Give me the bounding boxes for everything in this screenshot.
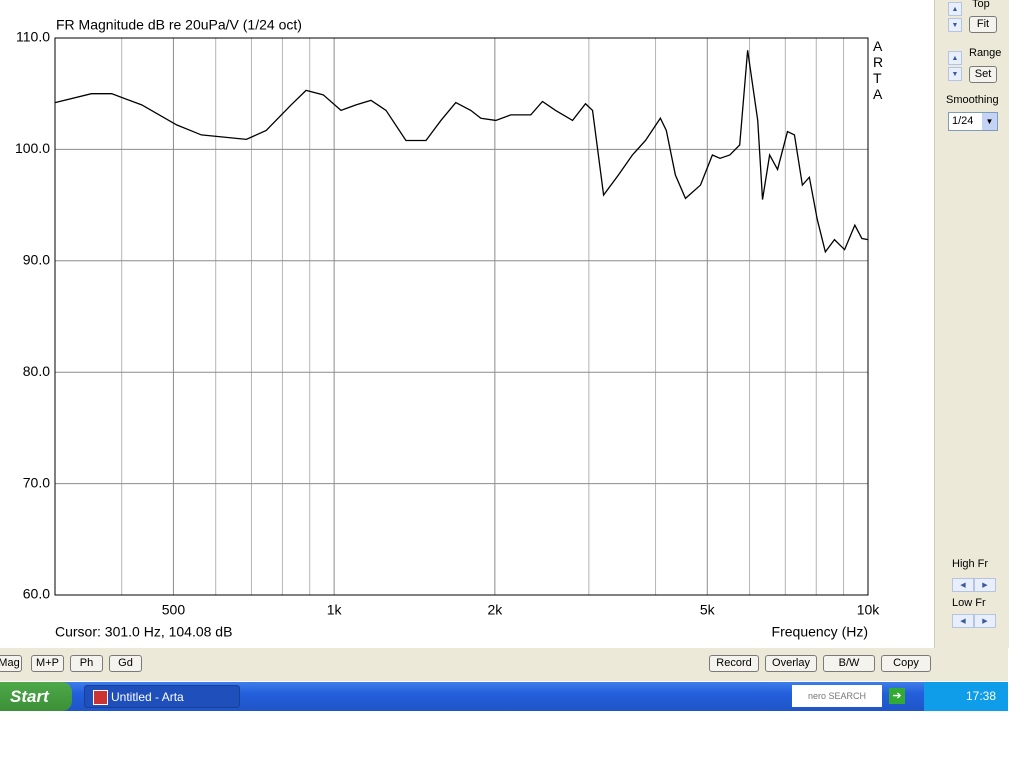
x-tick-label: 5k: [700, 602, 716, 618]
toolbar-button[interactable]: B/W: [823, 655, 875, 672]
fit-button[interactable]: Fit: [969, 16, 997, 33]
x-tick-label: 2k: [487, 602, 503, 618]
clock: 17:38: [966, 689, 997, 703]
set-button[interactable]: Set: [969, 66, 997, 83]
task-button[interactable]: Untitled - Arta: [84, 685, 240, 708]
plot-frame: [54, 37, 869, 596]
spin-down[interactable]: ▼: [948, 18, 962, 32]
spin-right[interactable]: ▶: [974, 614, 996, 628]
toolbar-button[interactable]: Overlay: [765, 655, 817, 672]
x-tick-label: 500: [162, 602, 186, 618]
spin-left[interactable]: ◀: [952, 614, 974, 628]
side-panel: ▲ ▼ Top Fit ▲ ▼ Range Set Smoothing 1/24…: [934, 0, 1009, 648]
cursor-readout: Cursor: 301.0 Hz, 104.08 dB: [55, 624, 232, 640]
toolbar: Mag M+P Ph Gd Record Overlay B/W Copy: [0, 648, 1008, 681]
toolbar-button[interactable]: Gd: [109, 655, 142, 672]
x-axis-label: Frequency (Hz): [772, 624, 868, 640]
system-tray: 17:38: [924, 682, 1008, 711]
y-tick-label: 110.0: [16, 29, 50, 45]
chart-title: FR Magnitude dB re 20uPa/V (1/24 oct): [56, 17, 302, 33]
y-tick-label: 90.0: [23, 252, 50, 268]
spin-up[interactable]: ▲: [948, 2, 962, 16]
app-icon: [93, 690, 108, 705]
data-line: [54, 50, 869, 254]
range-label: Range: [969, 47, 1002, 59]
go-button[interactable]: ➔: [889, 688, 905, 704]
search-box[interactable]: nero SEARCH: [792, 685, 882, 707]
side-label: ARTA: [873, 38, 884, 102]
toolbar-button[interactable]: Record: [709, 655, 759, 672]
toolbar-button[interactable]: Copy: [881, 655, 931, 672]
chart-bg: [0, 0, 934, 648]
low-fr-label: Low Fr: [952, 597, 986, 609]
x-tick-label: 1k: [327, 602, 343, 618]
spin-up[interactable]: ▲: [948, 51, 962, 65]
taskbar: Start Untitled - Arta nero SEARCH ➔ 17:3…: [0, 682, 1008, 711]
chart: FR Magnitude dB re 20uPa/V (1/24 oct) Fr…: [0, 0, 934, 648]
smoothing-value: 1/24: [952, 115, 974, 127]
toolbar-button[interactable]: M+P: [31, 655, 64, 672]
spin-down[interactable]: ▼: [948, 67, 962, 81]
y-tick-label: 70.0: [23, 474, 50, 490]
spin-left[interactable]: ◀: [952, 578, 974, 592]
smoothing-label: Smoothing: [946, 94, 999, 106]
toolbar-button[interactable]: Ph: [70, 655, 103, 672]
y-tick-label: 100.0: [15, 140, 50, 156]
start-button[interactable]: Start: [0, 682, 72, 711]
task-title: Untitled - Arta: [111, 690, 184, 704]
y-tick-label: 60.0: [23, 586, 50, 602]
y-tick-label: 80.0: [23, 363, 50, 379]
high-fr-label: High Fr: [952, 558, 989, 570]
smoothing-select[interactable]: 1/24 ▼: [948, 112, 998, 131]
toolbar-button[interactable]: Mag: [0, 655, 22, 672]
x-tick-label: 10k: [857, 602, 881, 618]
top-label: Top: [972, 0, 990, 10]
spin-right[interactable]: ▶: [974, 578, 996, 592]
dropdown-arrow[interactable]: ▼: [982, 113, 997, 130]
